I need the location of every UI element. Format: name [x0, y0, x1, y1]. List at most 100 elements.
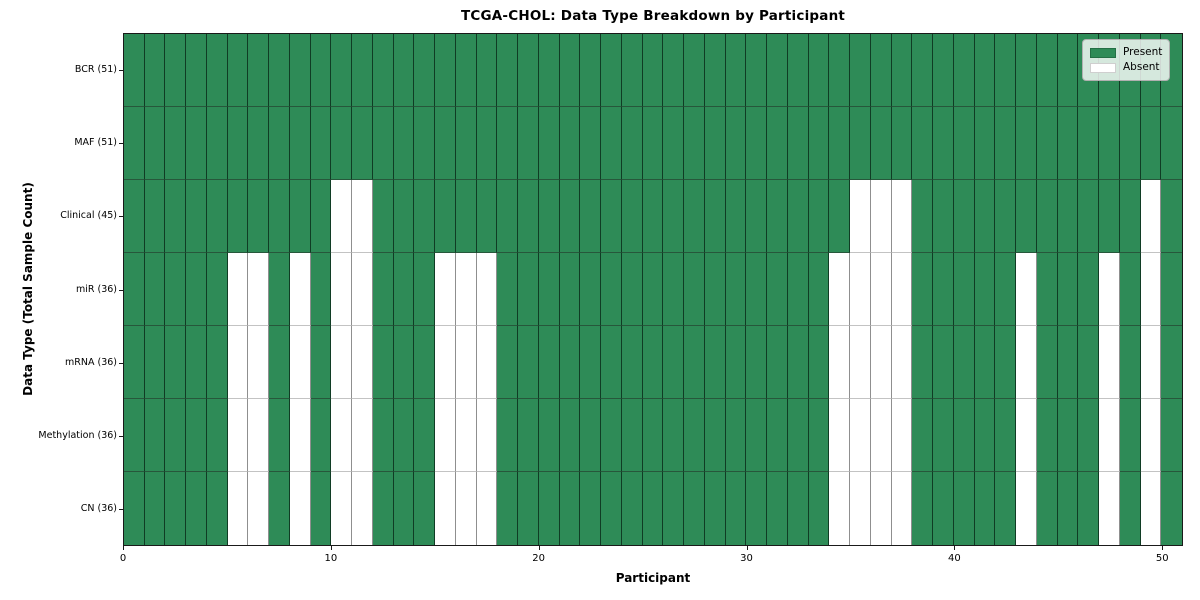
heatmap-cell — [1036, 180, 1058, 253]
heatmap-cell — [414, 107, 436, 180]
heatmap-cell — [704, 399, 726, 472]
heatmap-cell — [1119, 326, 1141, 399]
heatmap-cell — [206, 472, 228, 545]
y-tick-label-methylation: Methylation (36) — [38, 430, 117, 442]
heatmap-cell — [559, 107, 581, 180]
heatmap-cell — [165, 399, 187, 472]
heatmap-cell — [331, 107, 353, 180]
heatmap-cell — [352, 472, 373, 545]
heatmap-cell — [787, 326, 809, 399]
heatmap-cell — [310, 472, 332, 545]
heatmap-cell — [206, 326, 228, 399]
x-tick-mark — [330, 546, 332, 550]
heatmap-cell — [165, 326, 187, 399]
heatmap-cell — [725, 180, 747, 253]
heatmap-cell — [1140, 107, 1162, 180]
heatmap-cell — [538, 107, 560, 180]
heatmap-cell — [870, 326, 892, 399]
x-tick-mark — [954, 546, 956, 550]
heatmap-cell — [1057, 326, 1079, 399]
heatmap-cell — [124, 399, 145, 472]
heatmap-cell — [663, 107, 685, 180]
heatmap-cell — [248, 180, 270, 253]
y-tick-mark — [119, 289, 123, 291]
heatmap-cell — [580, 253, 602, 326]
heatmap-row-mir — [124, 253, 1182, 326]
heatmap-cell — [1119, 472, 1141, 545]
heatmap-cell — [1099, 107, 1120, 180]
heatmap-cell — [414, 399, 436, 472]
heatmap-row-methylation — [124, 399, 1182, 472]
heatmap-cell — [642, 180, 664, 253]
heatmap-cell — [269, 34, 290, 107]
heatmap-cell — [455, 253, 477, 326]
heatmap-cell — [1016, 34, 1037, 107]
heatmap-cell — [787, 399, 809, 472]
heatmap-cell — [1036, 399, 1058, 472]
y-tick-mark — [119, 436, 123, 438]
heatmap-cell — [684, 34, 705, 107]
heatmap-cell — [767, 472, 788, 545]
heatmap-cell — [476, 472, 498, 545]
heatmap-cell — [663, 180, 685, 253]
heatmap-cell — [621, 253, 643, 326]
heatmap-cell — [767, 180, 788, 253]
heatmap-cell — [663, 399, 685, 472]
heatmap-cell — [912, 472, 934, 545]
heatmap-cell — [372, 107, 394, 180]
heatmap-cell — [933, 34, 954, 107]
heatmap-cell — [206, 253, 228, 326]
heatmap-cell — [580, 107, 602, 180]
heatmap-cell — [953, 326, 975, 399]
heatmap-cell — [974, 107, 996, 180]
heatmap-cell — [518, 326, 539, 399]
heatmap-cell — [829, 253, 851, 326]
legend: Present Absent — [1082, 39, 1170, 81]
heatmap-cell — [1078, 107, 1100, 180]
heatmap-cell — [704, 472, 726, 545]
heatmap-cell — [393, 180, 415, 253]
heatmap-cell — [269, 107, 290, 180]
heatmap-cell — [725, 399, 747, 472]
heatmap-cell — [787, 472, 809, 545]
heatmap-cell — [435, 399, 456, 472]
heatmap-cell — [186, 472, 207, 545]
heatmap-cell — [414, 253, 436, 326]
heatmap-cell — [372, 34, 394, 107]
heatmap-cell — [559, 399, 581, 472]
heatmap-cell — [435, 253, 456, 326]
heatmap-cell — [435, 180, 456, 253]
heatmap-cell — [642, 326, 664, 399]
heatmap-cell — [186, 399, 207, 472]
heatmap-cell — [414, 326, 436, 399]
heatmap-cell — [352, 180, 373, 253]
heatmap-cell — [310, 107, 332, 180]
heatmap-cell — [1161, 326, 1182, 399]
heatmap-cell — [601, 107, 622, 180]
heatmap-cell — [414, 472, 436, 545]
heatmap-cell — [642, 399, 664, 472]
heatmap-cell — [1057, 399, 1079, 472]
heatmap-cell — [725, 253, 747, 326]
heatmap-cell — [1140, 472, 1162, 545]
heatmap-cell — [165, 472, 187, 545]
heatmap-cell — [352, 107, 373, 180]
heatmap-cell — [787, 107, 809, 180]
heatmap-cell — [372, 253, 394, 326]
heatmap-cell — [206, 180, 228, 253]
heatmap-cell — [601, 399, 622, 472]
heatmap-cell — [1078, 326, 1100, 399]
heatmap-cell — [850, 107, 871, 180]
heatmap-cell — [704, 34, 726, 107]
heatmap-cell — [684, 107, 705, 180]
heatmap-cell — [850, 326, 871, 399]
heatmap-cell — [518, 34, 539, 107]
heatmap-cell — [227, 107, 249, 180]
heatmap-cell — [663, 326, 685, 399]
heatmap-cell — [165, 253, 187, 326]
heatmap-cell — [974, 180, 996, 253]
heatmap-cell — [663, 472, 685, 545]
heatmap-cell — [144, 253, 166, 326]
heatmap-cell — [331, 34, 353, 107]
